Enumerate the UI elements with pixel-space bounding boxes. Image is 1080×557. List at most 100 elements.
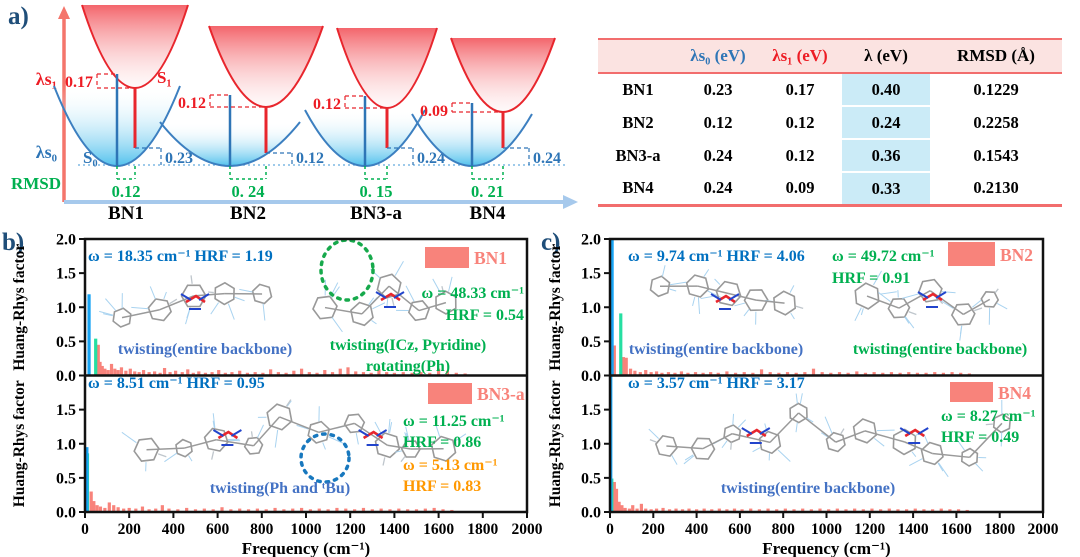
annotation-orange: ω = 5.13 cm⁻¹ xyxy=(403,457,498,474)
nitrogen-bond xyxy=(759,427,771,435)
displacement-vector xyxy=(661,265,666,277)
y-axis-title: Huang-Rhys factor xyxy=(11,380,28,507)
ring-bond xyxy=(992,413,1012,434)
hrf-bar xyxy=(154,508,158,512)
hrf-bar xyxy=(631,505,635,512)
hrf-bar xyxy=(654,508,659,512)
hrf-bar xyxy=(695,509,699,512)
hrf-bar xyxy=(693,372,698,376)
hrf-bar xyxy=(924,372,928,376)
y-tick-label: 1.0 xyxy=(56,436,76,453)
molecule-name-label: BN1 xyxy=(108,203,144,224)
hrf-bar xyxy=(680,509,685,512)
annotation-green: ω = 8.27 cm⁻¹ xyxy=(941,408,1036,425)
backbone-bond xyxy=(279,416,319,434)
annotation-lightblue: twisting(entire backbone) xyxy=(721,480,895,497)
displacement-vector xyxy=(940,300,954,309)
hrf-bar xyxy=(835,508,839,512)
hrf-bar xyxy=(749,508,753,512)
table-header-blank xyxy=(598,39,678,73)
ring-bond xyxy=(920,441,944,466)
hrf-bar xyxy=(229,509,233,512)
backbone-bond xyxy=(324,306,363,315)
annotation-green: HRF = 0.91 xyxy=(832,270,910,287)
displacement-vector xyxy=(188,455,193,462)
backbone-bond xyxy=(898,290,931,309)
h-bond xyxy=(190,275,193,284)
panel-c-chart: 2.0 1.5 1.0 0.5 0.0 1.5 1.0 0.5 0.0 0 200 400 600 800… xyxy=(547,232,1059,557)
ring-bond xyxy=(435,290,457,315)
nitrogen-bond xyxy=(728,293,740,301)
hrf-bar xyxy=(432,507,436,512)
hrf-bar xyxy=(742,372,746,376)
displacement-vector xyxy=(909,458,923,467)
hrf-bar xyxy=(202,508,206,512)
x-tick-label: 1200 xyxy=(854,521,885,538)
hrf-bar xyxy=(122,508,126,512)
hrf-bar xyxy=(261,372,265,376)
y-tick-label: 1.5 xyxy=(56,402,76,419)
hrf-bar xyxy=(673,372,677,376)
rmsd-value: 0. 15 xyxy=(360,182,393,201)
reorganization-table: λs₀ (eV) λs₁ (eV) λ (eV) RMSD (Å) BN1 0.… xyxy=(598,38,1062,207)
hrf-bar xyxy=(392,372,396,376)
y-tick-label: 1.0 xyxy=(56,300,76,317)
nitrogen-bond xyxy=(375,291,387,299)
h-bond xyxy=(211,451,215,460)
hrf-bar xyxy=(326,509,330,512)
hrf-bar xyxy=(186,369,190,376)
ring-bond xyxy=(243,436,264,455)
hrf-bar xyxy=(660,372,664,376)
hrf-bar xyxy=(338,368,342,376)
hrf-bar xyxy=(128,368,132,376)
displacement-vector xyxy=(374,421,382,435)
hrf-bar xyxy=(401,372,405,376)
displacement-vector xyxy=(732,413,735,425)
hrf-bar xyxy=(103,368,107,376)
hrf-bar xyxy=(112,505,116,512)
hrf-bar xyxy=(941,372,946,376)
hrf-bars xyxy=(85,447,454,512)
backbone-bond xyxy=(702,433,733,450)
hrf-bar xyxy=(176,509,180,512)
displacement-vector xyxy=(239,288,253,293)
hrf-bar xyxy=(887,508,891,512)
displacement-vector xyxy=(904,316,915,329)
displacement-vector xyxy=(959,325,963,341)
displacement-vector xyxy=(405,432,409,441)
displacement-vector xyxy=(737,419,747,428)
annotation-lightblue: twisting(entire backbone) xyxy=(118,341,292,358)
hrf-bar xyxy=(284,372,288,376)
displacement-vector xyxy=(274,429,279,448)
backbone-bond xyxy=(864,430,905,443)
rmsd-value: 0. 24 xyxy=(232,182,265,201)
hrf-bar xyxy=(956,509,961,512)
hrf-bar xyxy=(733,372,738,376)
backbone-bond xyxy=(388,285,420,312)
x-tick-label: 1600 xyxy=(941,521,972,538)
hrf-bar xyxy=(388,509,392,512)
hrf-bar xyxy=(870,508,874,512)
ring-bond xyxy=(892,428,917,456)
hrf-bar xyxy=(783,508,787,512)
backbone-bond xyxy=(387,444,411,450)
displacement-vector xyxy=(692,296,696,306)
y-tick-label: 0.0 xyxy=(581,368,601,385)
ring-bond xyxy=(251,283,273,305)
hrf-bar xyxy=(617,501,621,512)
x-tick-label: 800 xyxy=(250,521,274,538)
x-tick-label: 1400 xyxy=(379,521,410,538)
displacement-vector xyxy=(820,432,828,438)
s0-state-label: S₀ xyxy=(83,148,98,167)
hrf-bar xyxy=(98,361,102,376)
molecule-sketch xyxy=(121,399,467,472)
hrf-bar xyxy=(291,508,295,512)
hrf-bar xyxy=(759,369,764,376)
hrf-bar xyxy=(913,508,917,512)
hrf-bar xyxy=(315,372,319,376)
hrf-bar xyxy=(307,372,311,376)
hrf-bar xyxy=(385,372,389,376)
hrf-bar xyxy=(661,507,665,512)
hrf-bar xyxy=(846,372,850,376)
